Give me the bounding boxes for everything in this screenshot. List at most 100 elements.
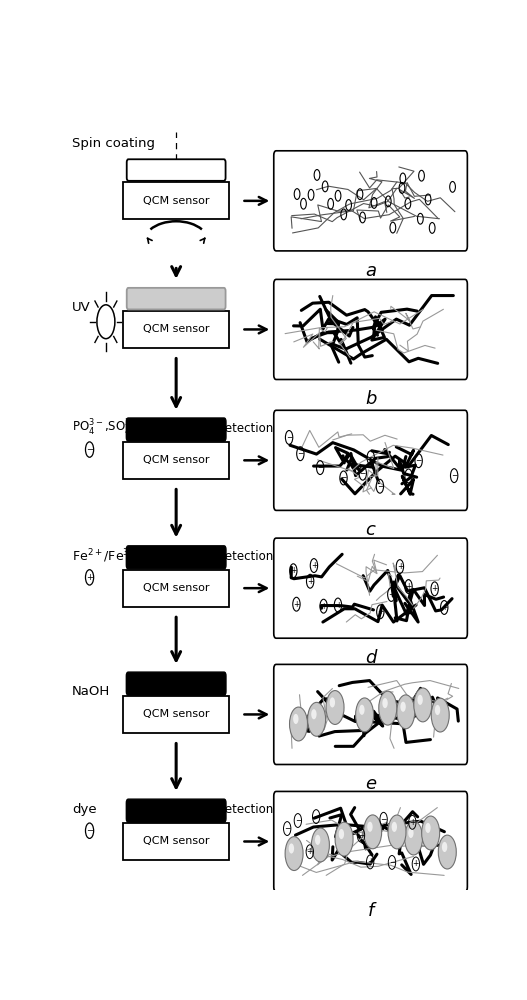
- FancyBboxPatch shape: [126, 672, 226, 695]
- Text: c: c: [366, 521, 376, 539]
- Circle shape: [422, 816, 440, 850]
- Text: f: f: [367, 902, 374, 920]
- Text: b: b: [365, 390, 376, 408]
- FancyBboxPatch shape: [274, 410, 467, 510]
- Text: d: d: [365, 649, 376, 667]
- FancyBboxPatch shape: [126, 418, 226, 441]
- FancyBboxPatch shape: [274, 791, 467, 892]
- Text: −: −: [451, 471, 457, 480]
- FancyBboxPatch shape: [123, 696, 229, 733]
- Text: +: +: [320, 602, 327, 611]
- Text: +: +: [377, 607, 384, 616]
- FancyBboxPatch shape: [126, 546, 226, 569]
- Circle shape: [414, 688, 432, 722]
- Text: −: −: [340, 473, 347, 482]
- Circle shape: [397, 695, 415, 729]
- Circle shape: [311, 709, 317, 719]
- Text: −: −: [415, 456, 422, 465]
- Text: +: +: [293, 600, 300, 609]
- Text: dye: dye: [72, 803, 96, 816]
- FancyBboxPatch shape: [123, 823, 229, 860]
- FancyBboxPatch shape: [123, 570, 229, 607]
- Text: +: +: [307, 847, 313, 856]
- Text: QCM sensor: QCM sensor: [143, 196, 209, 206]
- Text: −: −: [295, 816, 301, 825]
- Text: QCM sensor: QCM sensor: [143, 455, 209, 465]
- Circle shape: [289, 843, 294, 854]
- Circle shape: [364, 815, 382, 849]
- FancyBboxPatch shape: [274, 664, 467, 764]
- Text: −: −: [86, 826, 93, 835]
- Text: −: −: [317, 463, 324, 472]
- Text: −: −: [380, 815, 387, 824]
- Circle shape: [293, 714, 298, 724]
- Text: +: +: [397, 562, 403, 571]
- Circle shape: [392, 822, 397, 832]
- Circle shape: [405, 821, 423, 855]
- Circle shape: [367, 822, 373, 832]
- Text: −: −: [405, 471, 412, 480]
- Text: −: −: [286, 433, 292, 442]
- FancyBboxPatch shape: [274, 151, 467, 251]
- Text: +: +: [405, 582, 412, 591]
- FancyBboxPatch shape: [126, 288, 226, 309]
- Circle shape: [383, 698, 388, 708]
- Text: a: a: [365, 262, 376, 280]
- Text: +: +: [335, 601, 341, 610]
- Text: QCM detection: QCM detection: [187, 549, 274, 562]
- Circle shape: [359, 705, 365, 715]
- Text: QCM sensor: QCM sensor: [143, 709, 209, 719]
- FancyBboxPatch shape: [274, 538, 467, 638]
- Circle shape: [417, 695, 423, 705]
- Text: +: +: [432, 584, 438, 593]
- Text: QCM detection: QCM detection: [187, 803, 274, 816]
- Text: +: +: [86, 573, 93, 582]
- Text: −: −: [86, 445, 93, 454]
- Text: +: +: [311, 561, 317, 570]
- Text: UV: UV: [72, 301, 91, 314]
- FancyBboxPatch shape: [123, 311, 229, 348]
- Circle shape: [442, 842, 447, 852]
- Text: NaOH: NaOH: [72, 685, 110, 698]
- Circle shape: [311, 828, 329, 862]
- Text: +: +: [367, 857, 373, 866]
- Circle shape: [425, 823, 431, 833]
- Circle shape: [339, 829, 344, 839]
- Text: QCM sensor: QCM sensor: [143, 324, 209, 334]
- Text: −: −: [389, 858, 395, 867]
- Text: +: +: [388, 590, 395, 599]
- FancyBboxPatch shape: [274, 279, 467, 379]
- Text: PO$_4^{3-}$,SO$_4^{2-}$: PO$_4^{3-}$,SO$_4^{2-}$: [72, 418, 140, 438]
- Text: +: +: [441, 603, 447, 612]
- Text: −: −: [359, 469, 366, 478]
- Circle shape: [326, 691, 344, 724]
- Circle shape: [408, 828, 414, 838]
- Text: −: −: [297, 449, 304, 458]
- Circle shape: [315, 835, 320, 845]
- Text: −: −: [367, 453, 374, 462]
- Text: QCM detection: QCM detection: [187, 422, 274, 434]
- Circle shape: [356, 698, 374, 732]
- Circle shape: [335, 822, 353, 856]
- Text: +: +: [358, 831, 364, 840]
- Text: QCM sensor: QCM sensor: [143, 583, 209, 593]
- Text: −: −: [313, 812, 319, 821]
- Circle shape: [435, 705, 440, 715]
- Text: −: −: [377, 482, 383, 491]
- FancyBboxPatch shape: [123, 442, 229, 479]
- Circle shape: [308, 702, 326, 736]
- FancyBboxPatch shape: [126, 159, 226, 181]
- Circle shape: [431, 698, 449, 732]
- FancyBboxPatch shape: [126, 799, 226, 822]
- Circle shape: [289, 707, 308, 741]
- Text: e: e: [365, 775, 376, 793]
- Circle shape: [285, 837, 303, 871]
- Text: +: +: [307, 577, 314, 586]
- Circle shape: [438, 835, 456, 869]
- Text: +: +: [290, 566, 297, 575]
- Text: +: +: [413, 859, 419, 868]
- Circle shape: [379, 691, 397, 725]
- FancyBboxPatch shape: [123, 182, 229, 219]
- Circle shape: [330, 697, 335, 708]
- Text: Fe$^{2+}$/Fe$^{3+}$: Fe$^{2+}$/Fe$^{3+}$: [72, 547, 139, 565]
